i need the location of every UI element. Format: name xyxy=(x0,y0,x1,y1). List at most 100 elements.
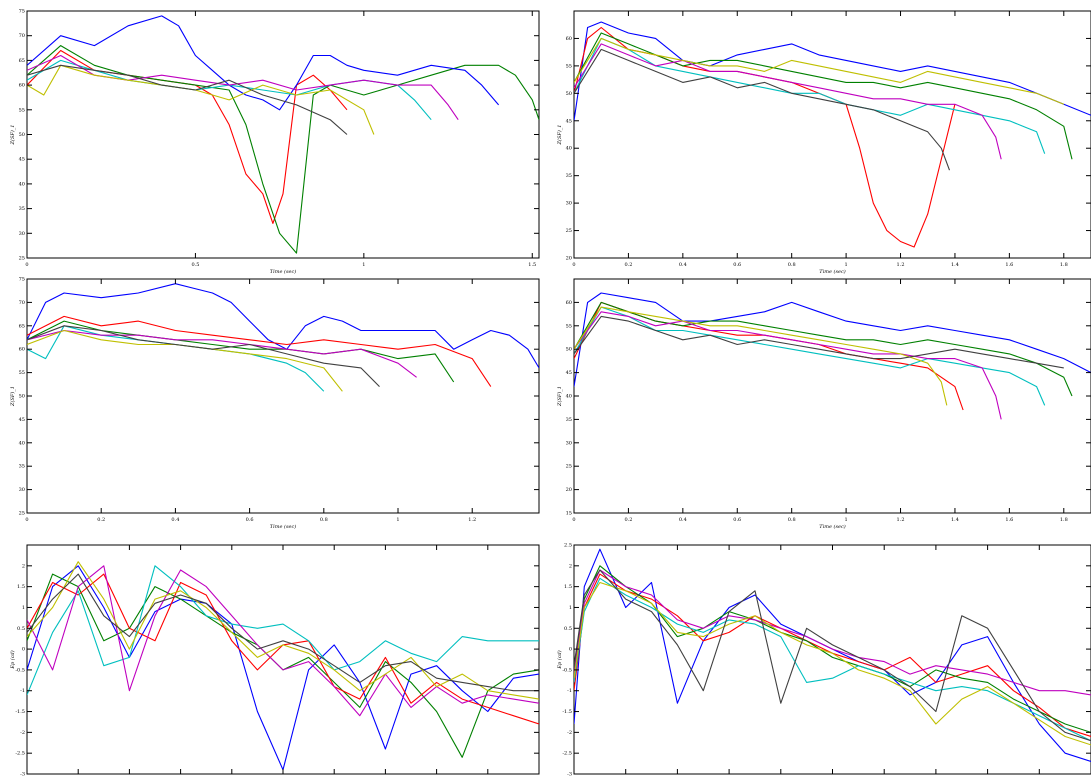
y-tick-label: 60 xyxy=(566,300,572,306)
x-tick-label: 0 xyxy=(25,262,28,268)
x-tick-label: 1 xyxy=(845,517,848,523)
y-tick-label: 2 xyxy=(569,563,572,569)
y-tick-label: 25 xyxy=(566,464,572,470)
y-tick-label: 70 xyxy=(19,300,25,306)
y-tick-label: 40 xyxy=(566,394,572,400)
y-tick-label: -0.5 xyxy=(15,667,25,673)
chart-bottom-left: -3 -2.5 -2 -1.5 -1 -0.5 0 0.5 1 1.5 2 Ep (cd) xyxy=(9,544,540,778)
y-tick-label: 30 xyxy=(566,201,572,207)
series-line-2 xyxy=(574,32,1073,160)
plot-frame xyxy=(26,10,540,259)
y-tick-label: 60 xyxy=(19,83,25,89)
series-line-4 xyxy=(27,565,539,717)
y-tick-label: 25 xyxy=(566,228,572,234)
x-tick-label: 0 xyxy=(572,517,575,523)
series-line-0 xyxy=(574,292,1091,387)
x-tick-label: 0.4 xyxy=(171,517,179,523)
x-tick-label: 1 xyxy=(362,262,365,268)
y-tick-label: -3 xyxy=(20,772,25,778)
y-tick-label: 30 xyxy=(19,487,25,493)
plot-frame xyxy=(573,278,1091,514)
chart-middle-left: 0 0.2 0.4 0.6 0.8 1 1.2 25 30 35 40 45 50 55 60 65 70 75 T… xyxy=(9,277,540,530)
y-tick-label: -3 xyxy=(567,772,572,778)
y-tick-label: -2 xyxy=(567,730,572,736)
y-tick-label: 20 xyxy=(566,487,572,493)
x-tick-label: 1.2 xyxy=(897,262,905,268)
y-tick-label: -1.5 xyxy=(562,709,572,715)
x-tick-label: 0.6 xyxy=(733,517,741,523)
y-tick-label: 60 xyxy=(566,36,572,42)
series-line-2 xyxy=(574,301,1073,397)
series-line-2 xyxy=(27,15,500,111)
series-line-6 xyxy=(27,64,348,135)
x-tick-label: 1.8 xyxy=(1060,262,1068,268)
y-tick-label: 1.5 xyxy=(564,584,572,590)
plot-frame xyxy=(26,278,540,514)
series-line-6 xyxy=(574,315,1064,369)
x-tick-label: 0.8 xyxy=(320,517,328,523)
x-tick-label: 1.2 xyxy=(897,517,905,523)
x-tick-label: 0 xyxy=(572,262,575,268)
y-tick-label: 35 xyxy=(566,173,572,179)
x-axis-label: Time (sec) xyxy=(270,268,296,275)
x-tick-label: 0.6 xyxy=(733,262,741,268)
y-tick-label: -2.5 xyxy=(562,751,572,757)
series-line-0 xyxy=(27,283,539,369)
y-tick-label: 0.5 xyxy=(564,626,572,632)
x-tick-label: 1.4 xyxy=(951,262,959,268)
plot-frame xyxy=(26,544,540,775)
y-tick-label: -2 xyxy=(20,730,25,736)
series-group xyxy=(27,283,539,392)
x-tick-label: 1.8 xyxy=(1060,517,1068,523)
y-tick-label: 45 xyxy=(566,118,572,124)
series-line-1 xyxy=(27,45,539,254)
series-line-5 xyxy=(574,37,1065,105)
y-axis-label: Z(SF)_1 xyxy=(556,125,563,146)
x-tick-label: 1 xyxy=(396,517,399,523)
series-line-4 xyxy=(27,329,417,378)
chart-top-right: 0 0.2 0.4 0.6 0.8 1 1.2 1.4 1.6 1.8 20 25 30 35 40 45 50… xyxy=(556,10,1091,275)
x-tick-label: 0.4 xyxy=(679,517,687,523)
y-tick-label: 65 xyxy=(19,58,25,64)
series-line-6 xyxy=(574,48,951,171)
x-tick-label: 1.6 xyxy=(1005,262,1013,268)
y-tick-label: 2 xyxy=(22,563,25,569)
y-tick-label: 60 xyxy=(19,347,25,353)
y-tick-label: 1 xyxy=(569,605,572,611)
x-tick-label: 0.4 xyxy=(679,262,687,268)
x-tick-label: 0 xyxy=(25,517,28,523)
series-line-5 xyxy=(574,306,948,406)
y-tick-label: 35 xyxy=(19,464,25,470)
y-tick-label: 15 xyxy=(566,511,572,517)
y-tick-label: -1.5 xyxy=(15,709,25,715)
x-tick-label: 0.2 xyxy=(624,517,632,523)
series-line-6 xyxy=(574,569,1091,742)
y-axis-label: Ep (cd) xyxy=(556,650,563,669)
series-line-5 xyxy=(27,561,539,700)
y-tick-label: 25 xyxy=(19,511,25,517)
y-tick-label: 45 xyxy=(19,417,25,423)
y-tick-label: 0.5 xyxy=(17,626,25,632)
y-tick-label: 1.5 xyxy=(17,584,25,590)
y-tick-label: 70 xyxy=(19,33,25,39)
chart-top-left: 0 0.5 1 1.5 25 30 35 40 45 50 55 60 65 70 75 Time (sec)… xyxy=(9,9,540,275)
plot-frame xyxy=(573,10,1091,259)
y-tick-label: 35 xyxy=(566,417,572,423)
series-line-4 xyxy=(574,43,1002,160)
y-tick-label: 50 xyxy=(19,132,25,138)
series-group xyxy=(27,561,539,771)
x-tick-label: 1.6 xyxy=(1005,517,1013,523)
y-tick-label: 75 xyxy=(19,277,25,283)
series-line-6 xyxy=(27,325,380,387)
x-tick-label: 0.8 xyxy=(788,517,796,523)
y-axis-label: Z(SF)_1 xyxy=(9,386,16,407)
series-line-5 xyxy=(574,581,1091,746)
series-line-3 xyxy=(27,565,539,696)
y-tick-label: 55 xyxy=(19,370,25,376)
y-tick-label: 55 xyxy=(566,63,572,69)
y-tick-label: 0 xyxy=(22,647,25,653)
y-tick-label: 20 xyxy=(566,256,572,262)
y-tick-label: 35 xyxy=(19,206,25,212)
series-line-6 xyxy=(27,573,539,692)
